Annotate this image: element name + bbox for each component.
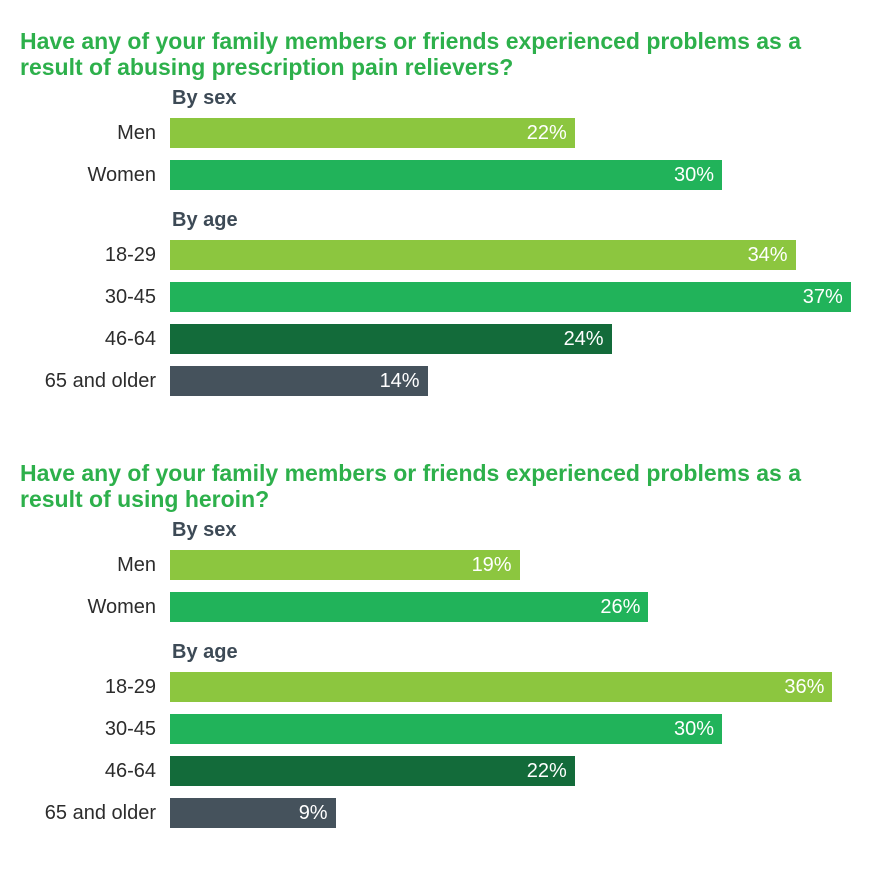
bar-row: 46-64 22%	[0, 756, 880, 786]
bar-row: Men 22%	[0, 118, 880, 148]
bar-row: 18-29 36%	[0, 672, 880, 702]
value-label: 9%	[298, 802, 328, 824]
category-label: 46-64	[104, 328, 156, 350]
bar-row: 18-29 34%	[0, 240, 880, 270]
bar: 14%	[170, 366, 428, 396]
value-label: 26%	[600, 596, 641, 618]
bar-row: Women 26%	[0, 592, 880, 622]
bar: 22%	[170, 756, 575, 786]
value-label: 22%	[526, 760, 567, 782]
bar-row: Women 30%	[0, 160, 880, 190]
bar: 19%	[170, 550, 520, 580]
value-label: 36%	[784, 676, 825, 698]
bar-row: Men 19%	[0, 550, 880, 580]
bar: 30%	[170, 160, 722, 190]
bar-row: 46-64 24%	[0, 324, 880, 354]
category-label: Women	[87, 164, 156, 186]
value-label: 24%	[563, 328, 604, 350]
group-label: By sex	[172, 519, 237, 541]
value-label: 14%	[379, 370, 420, 392]
category-label: Men	[117, 122, 156, 144]
value-label: 30%	[673, 718, 714, 740]
group-label: By age	[172, 641, 238, 663]
bar: 22%	[170, 118, 575, 148]
bar-row: 65 and older 14%	[0, 366, 880, 396]
bar-row: 30-45 30%	[0, 714, 880, 744]
bar-row: 30-45 37%	[0, 282, 880, 312]
bar: 30%	[170, 714, 722, 744]
category-label: 30-45	[104, 286, 156, 308]
group-label: By sex	[172, 87, 237, 109]
value-label: 34%	[747, 244, 788, 266]
value-label: 19%	[471, 554, 512, 576]
value-label: 37%	[802, 286, 843, 308]
bar: 9%	[170, 798, 336, 828]
bar: 37%	[170, 282, 851, 312]
group-label: By age	[172, 209, 238, 231]
category-label: 65 and older	[44, 370, 156, 392]
bar: 24%	[170, 324, 612, 354]
value-label: 30%	[673, 164, 714, 186]
category-label: 18-29	[104, 244, 156, 266]
chart-title: Have any of your family members or frien…	[20, 28, 802, 80]
value-label: 22%	[526, 122, 567, 144]
category-label: Women	[87, 596, 156, 618]
category-label: 46-64	[104, 760, 156, 782]
category-label: 65 and older	[44, 802, 156, 824]
chart-title: Have any of your family members or frien…	[20, 460, 802, 512]
category-label: Men	[117, 554, 156, 576]
chart-prescription-pain-relievers: Have any of your family members or frien…	[0, 28, 880, 396]
bar-row: 65 and older 9%	[0, 798, 880, 828]
category-label: 18-29	[104, 676, 156, 698]
bar: 26%	[170, 592, 649, 622]
bar: 36%	[170, 672, 833, 702]
category-label: 30-45	[104, 718, 156, 740]
bar: 34%	[170, 240, 796, 270]
chart-heroin: Have any of your family members or frien…	[0, 460, 880, 828]
